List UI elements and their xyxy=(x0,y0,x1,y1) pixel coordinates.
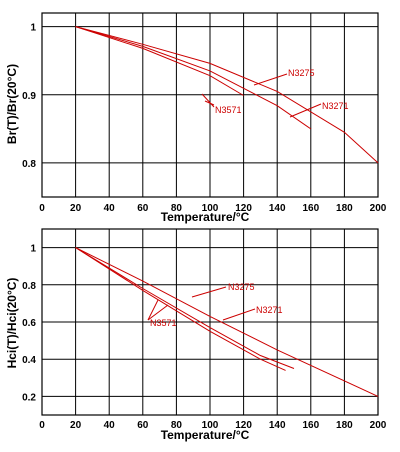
x-tick-label: 20 xyxy=(70,203,82,214)
x-tick-label: 160 xyxy=(302,203,319,214)
annotation-leader xyxy=(289,103,322,118)
x-tick-label: 140 xyxy=(269,420,286,431)
x-tick-label: 180 xyxy=(336,203,353,214)
x-tick-label: 140 xyxy=(269,203,286,214)
annotation-leader xyxy=(204,100,215,106)
y-tick-label: 0.6 xyxy=(22,318,36,329)
chart-hci-ratio: 0 20 40 60 80 100 120 140 160 180 200 0.2 0.4 0.6 0.8 1… xyxy=(5,228,387,442)
y-tick-label: 0.8 xyxy=(22,281,36,292)
y-tick-label: 0.4 xyxy=(22,355,36,366)
x-tick-label: 60 xyxy=(137,420,149,431)
x-tick-label: 80 xyxy=(171,420,183,431)
y-tick-label: 1 xyxy=(30,23,36,34)
series-line-n3571 xyxy=(75,26,244,96)
x-tick-label: 60 xyxy=(137,203,149,214)
series-line-n3271 xyxy=(75,26,312,130)
x-axis-label: Temperature/°C xyxy=(161,210,250,224)
x-tick-label: 120 xyxy=(235,420,252,431)
y-axis-label: Hci(T)/Hci(20°C) xyxy=(5,278,19,369)
x-tick-label: 200 xyxy=(370,203,387,214)
y-tick-label: 0.9 xyxy=(22,91,36,102)
plot-frame xyxy=(41,12,379,198)
y-tick-label: 0.8 xyxy=(22,159,36,170)
series-line-n3271 xyxy=(75,247,295,369)
annotation-leader xyxy=(253,73,288,86)
annotation-leader xyxy=(191,286,227,298)
x-axis-label: Temperature/°C xyxy=(161,428,250,442)
x-tick-label: 80 xyxy=(171,203,183,214)
x-tick-label: 40 xyxy=(104,420,116,431)
series-line-n3571 xyxy=(75,247,286,371)
annotation-label-n3271: N3271 xyxy=(322,101,349,111)
x-tick-label: 0 xyxy=(39,420,45,431)
series-line-n3275 xyxy=(75,26,379,164)
y-axis-label: Br(T)/Br(20°C) xyxy=(5,64,19,144)
annotation-leader xyxy=(222,308,256,321)
x-tick-label: 40 xyxy=(104,203,116,214)
annotation-label-n3571: N3571 xyxy=(150,318,177,328)
annotation-leader xyxy=(147,299,159,321)
x-tick-label: 160 xyxy=(302,420,319,431)
annotation-label-n3275: N3275 xyxy=(228,282,255,292)
series-line-n3275 xyxy=(75,247,379,397)
plot-frame xyxy=(41,228,379,416)
x-tick-label: 100 xyxy=(202,420,219,431)
x-tick-label: 0 xyxy=(39,203,45,214)
x-tick-label: 200 xyxy=(370,420,387,431)
annotation-label-n3271: N3271 xyxy=(256,305,283,315)
x-tick-label: 120 xyxy=(235,203,252,214)
annotation-label-n3571: N3571 xyxy=(215,105,242,115)
y-tick-label: 0.2 xyxy=(22,392,36,403)
x-tick-label: 20 xyxy=(70,420,82,431)
annotation-label-n3275: N3275 xyxy=(288,68,315,78)
annotation-leader xyxy=(147,304,169,321)
annotation-leader xyxy=(201,93,215,108)
x-tick-label: 180 xyxy=(336,420,353,431)
y-tick-label: 1 xyxy=(30,244,36,255)
x-tick-label: 100 xyxy=(202,203,219,214)
chart-br-ratio: 0 20 40 60 80 100 120 140 160 180 200 0.8 0.9 1 N3275… xyxy=(5,12,387,224)
